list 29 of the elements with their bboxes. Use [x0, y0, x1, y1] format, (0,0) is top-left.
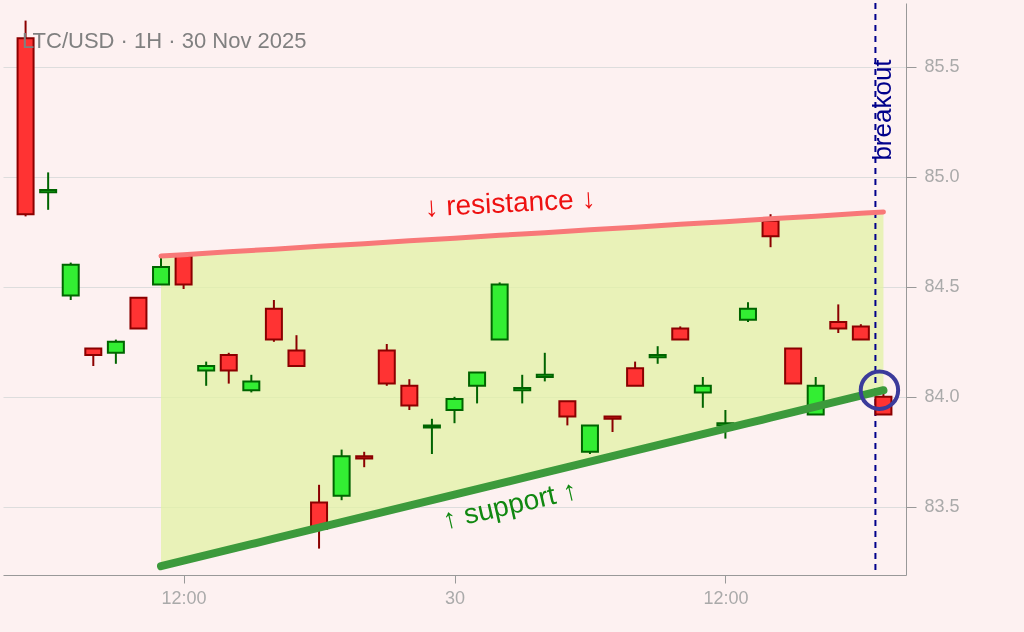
candlestick [468, 371, 487, 405]
candlestick [626, 360, 645, 387]
candlestick [738, 301, 757, 323]
x-tick-label: 12:00 [161, 587, 207, 608]
candlestick [829, 303, 848, 334]
candlestick [287, 334, 306, 367]
candlestick [152, 255, 171, 286]
candlestick [445, 395, 464, 425]
candlestick [513, 373, 532, 405]
y-tick-label: 83.5 [924, 496, 960, 517]
y-tick-label: 85.0 [924, 166, 960, 187]
y-tick-label: 85.5 [924, 56, 960, 77]
x-tick-label: 12:00 [703, 587, 749, 608]
candlestick [219, 351, 238, 385]
candlestick [39, 171, 58, 211]
annotation: ↓ resistance ↓ [423, 182, 597, 223]
text: breakout [867, 59, 898, 161]
candlestick [422, 417, 441, 455]
y-tick-label: 84.5 [924, 276, 960, 297]
candlestick [400, 378, 419, 411]
candlestick [693, 376, 712, 409]
candlestick [558, 400, 577, 427]
y-tick-label: 84.0 [924, 386, 960, 407]
candlestick [197, 360, 216, 387]
candlestick [761, 213, 780, 249]
x-tick-label: 30 [444, 587, 466, 608]
candlestick [106, 338, 125, 365]
candlestick [535, 351, 554, 383]
annotation: ↑ support ↑ [439, 474, 580, 536]
